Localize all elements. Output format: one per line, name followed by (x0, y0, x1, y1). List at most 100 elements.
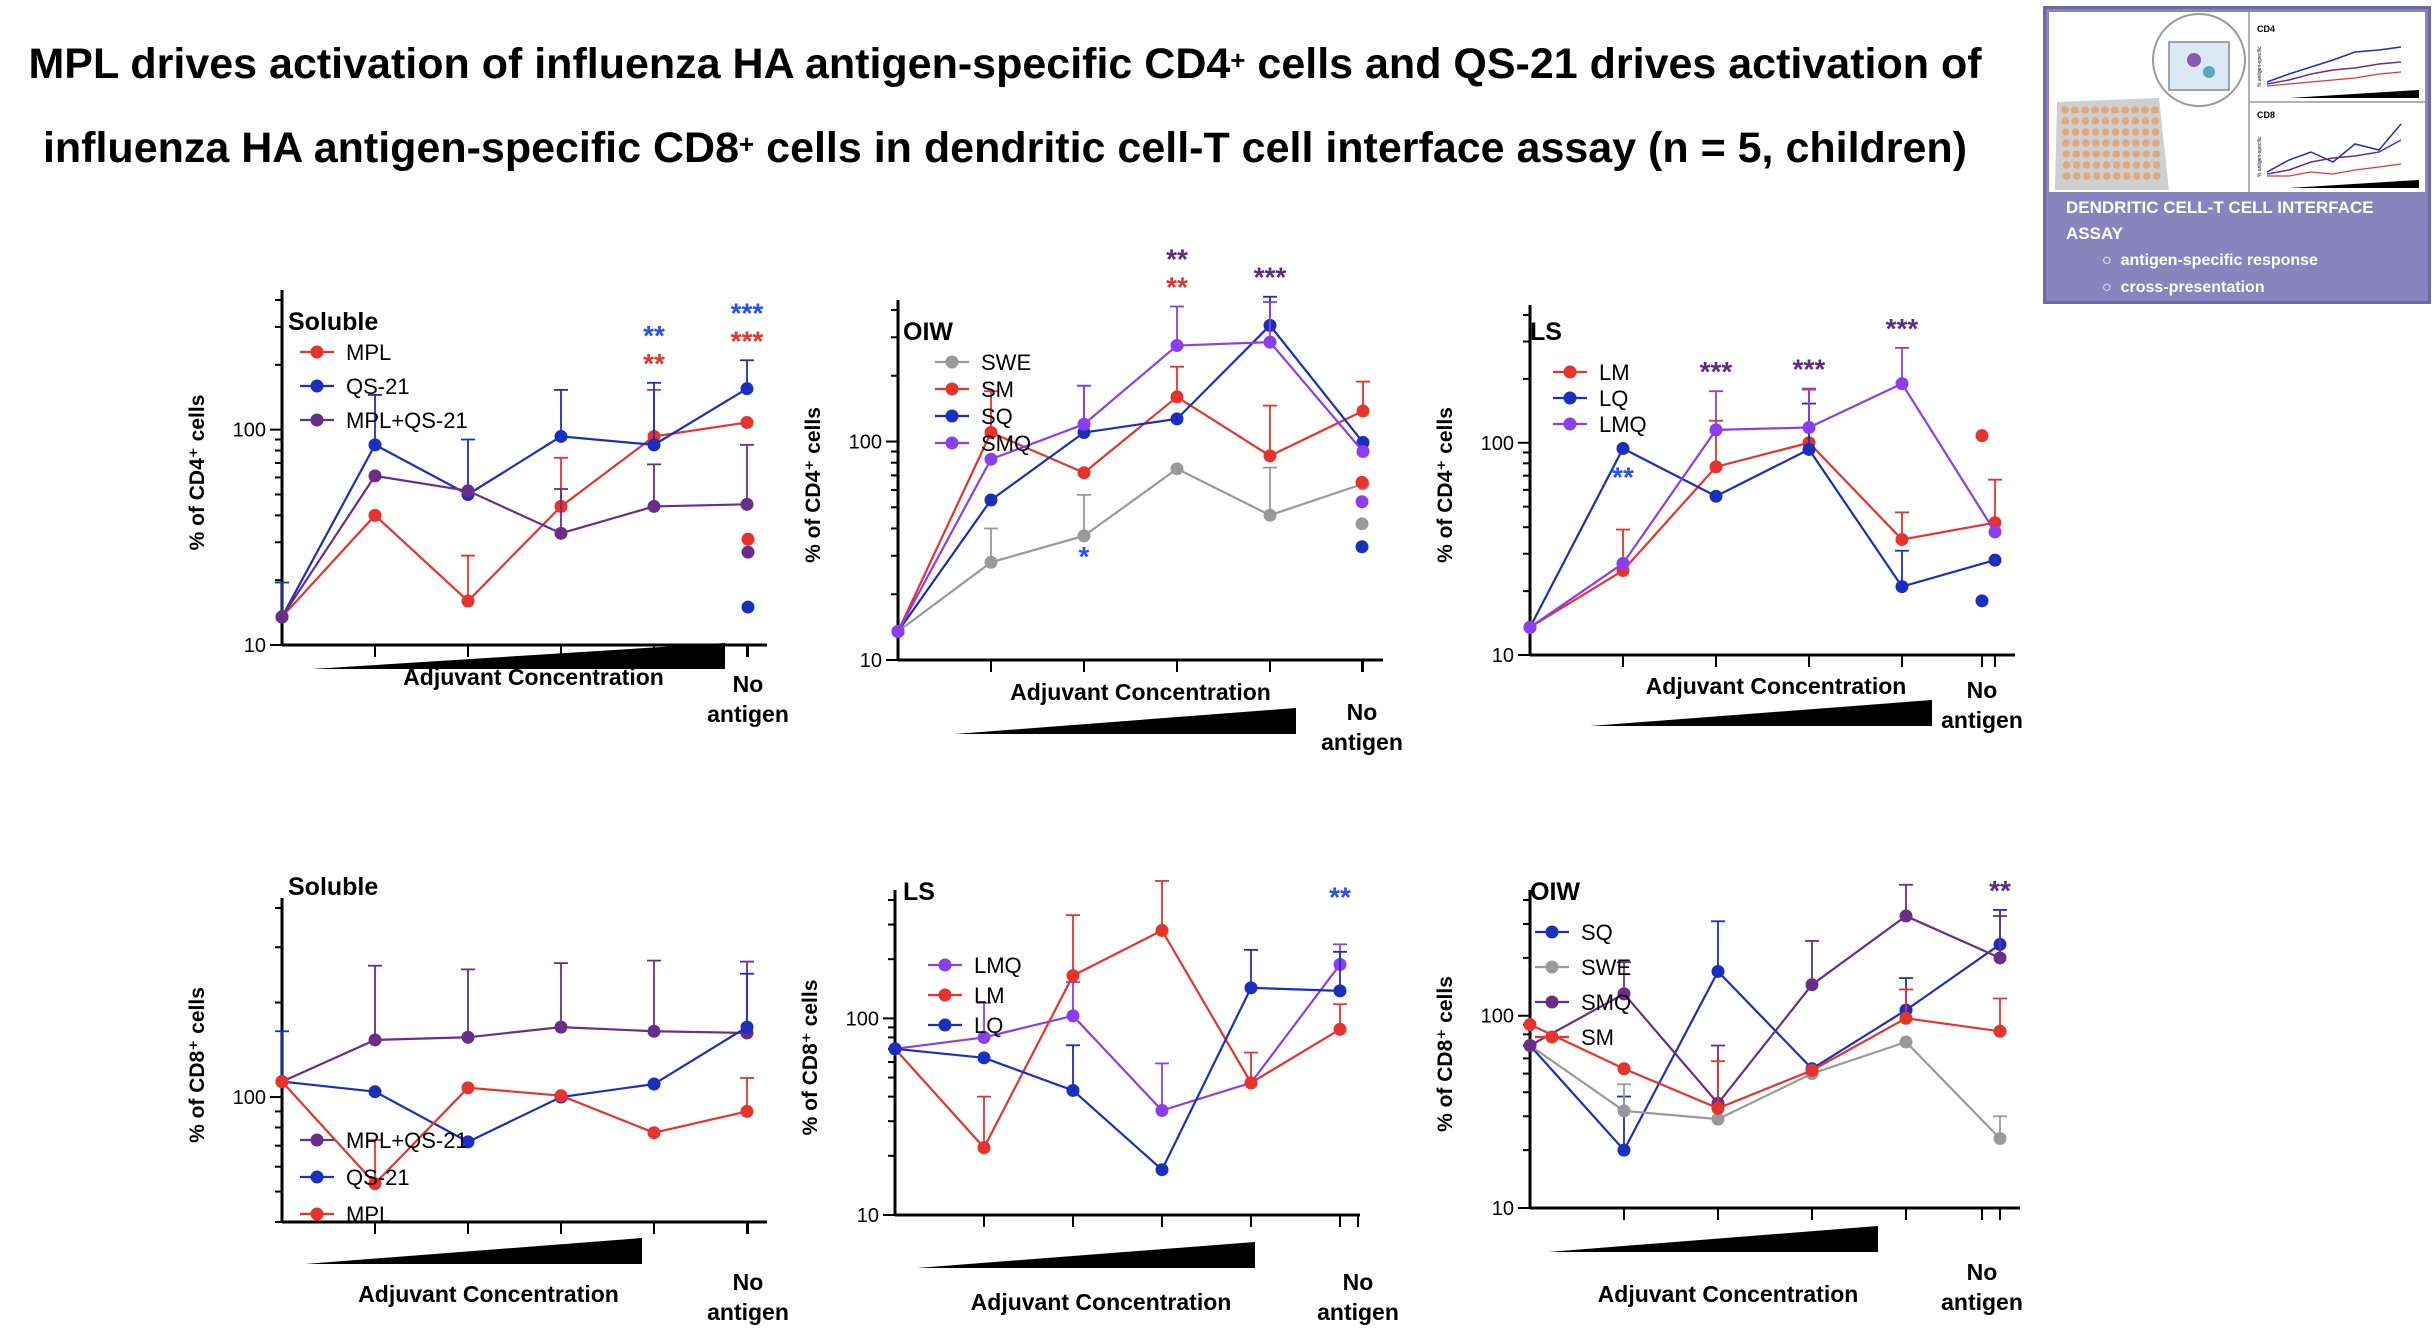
plate-well (2141, 106, 2149, 114)
plate-well (2082, 139, 2090, 147)
series-line (894, 963, 1341, 1112)
data-point (1993, 951, 2007, 965)
data-point (1899, 1035, 1913, 1049)
data-point (1523, 1018, 1537, 1032)
data-point (1170, 462, 1184, 476)
inset-heading: DENDRITIC CELL-T CELL INTERFACE ASSAY (2066, 195, 2374, 247)
data-point (1263, 508, 1277, 522)
chart-title: Soluble (288, 873, 378, 901)
series-mpl-qs-21 (275, 959, 754, 1089)
data-point (461, 1135, 475, 1149)
inset-item-label: antigen-specific response (2120, 252, 2318, 269)
legend-marker (945, 436, 959, 450)
no-antigen-label: antigen (1941, 1289, 2023, 1315)
chart-title: OIW (1530, 878, 1580, 906)
no-antigen-point (741, 545, 755, 559)
data-point (984, 425, 998, 439)
significance-marker: *** (731, 325, 764, 356)
significance-marker: ** (1166, 244, 1188, 275)
plate-well (2153, 172, 2161, 180)
plate-well (2132, 139, 2140, 147)
data-point (1899, 1011, 1913, 1025)
data-point (1709, 460, 1723, 474)
plate-well (2101, 128, 2110, 136)
significance-marker: *** (1254, 262, 1287, 293)
legend-marker (1563, 365, 1577, 379)
plate-well (2092, 161, 2101, 169)
data-point (977, 1030, 991, 1044)
plate-well (2142, 150, 2150, 158)
legend-marker (945, 382, 959, 396)
series-line (281, 387, 748, 618)
data-point (984, 555, 998, 569)
series-mpl-qs-21 (275, 443, 755, 624)
series-qs-21 (275, 359, 755, 624)
title-text: cells and QS-21 drives activation of (1245, 40, 1982, 88)
data-point (368, 438, 382, 452)
series-mpl (275, 1075, 754, 1191)
significance-marker: ** (1418, 0, 1440, 6)
plate-well (2132, 150, 2140, 158)
plate-well (2071, 128, 2080, 136)
legend-label: SMQ (1581, 990, 1631, 1015)
plate-well (2141, 117, 2150, 125)
data-point (647, 438, 661, 452)
data-point (1244, 1076, 1258, 1090)
data-point (1077, 417, 1091, 431)
plate-well (2122, 139, 2130, 147)
series-sm (1523, 988, 2007, 1115)
no-antigen-point (1355, 540, 1369, 554)
chart-title: OIW (903, 318, 953, 346)
significance-marker: ** (1989, 875, 2011, 906)
legend-marker (1563, 417, 1577, 431)
legend-label: SWE (1581, 955, 1631, 980)
legend-label: SMQ (981, 431, 1031, 456)
title-text: cells in dendritic cell-T cell interface… (754, 124, 1968, 172)
data-point (368, 1177, 382, 1191)
data-point (647, 1126, 661, 1140)
data-point (740, 1020, 754, 1034)
legend-label: SQ (981, 404, 1013, 429)
plate-well (2102, 161, 2111, 169)
plate-well (2101, 106, 2109, 114)
legend-marker (310, 1170, 324, 1184)
series-line (897, 467, 1364, 633)
legend-marker (310, 413, 324, 427)
series-line (1529, 914, 2001, 1106)
title-line-2: influenza HA antigen-specific CD8+ cells… (0, 106, 2010, 190)
plate-well (2123, 172, 2131, 180)
data-point (977, 1051, 991, 1065)
legend-marker (1545, 1030, 1559, 1044)
data-point (1709, 423, 1723, 437)
y-axis-label: % of CD4⁺ cells (186, 395, 209, 551)
mini-concentration-wedge (2289, 180, 2419, 188)
no-antigen-point (741, 532, 755, 546)
data-point (1805, 978, 1819, 992)
plate-well (2142, 161, 2151, 169)
legend-marker (310, 1207, 324, 1221)
plate-well (2103, 172, 2111, 180)
y-tick-label: 10 (244, 635, 266, 657)
title-text: influenza HA antigen-specific CD8 (42, 124, 740, 172)
y-tick-label: 10 (1492, 645, 1514, 667)
series-smq (891, 301, 1370, 639)
inset-heading-line: ASSAY (2066, 224, 2124, 243)
series-line (1529, 1017, 2001, 1110)
plate-well (2141, 128, 2150, 136)
legend-label: SM (1581, 1025, 1614, 1050)
inset-item-label: cross-presentation (2120, 279, 2265, 296)
concentration-wedge (1548, 1226, 1878, 1252)
series-line (894, 986, 1341, 1172)
t-cell-icon (2203, 66, 2215, 78)
plate-well (2061, 106, 2069, 114)
legend-marker (938, 988, 952, 1002)
series-line (1529, 943, 2001, 1153)
significance-marker: ** (643, 320, 665, 351)
data-point (1617, 987, 1631, 1001)
title-superscript: + (1230, 45, 1246, 75)
significance-marker: *** (731, 297, 764, 328)
series-line (281, 421, 748, 618)
data-point (1356, 445, 1370, 459)
data-point (1802, 442, 1816, 456)
